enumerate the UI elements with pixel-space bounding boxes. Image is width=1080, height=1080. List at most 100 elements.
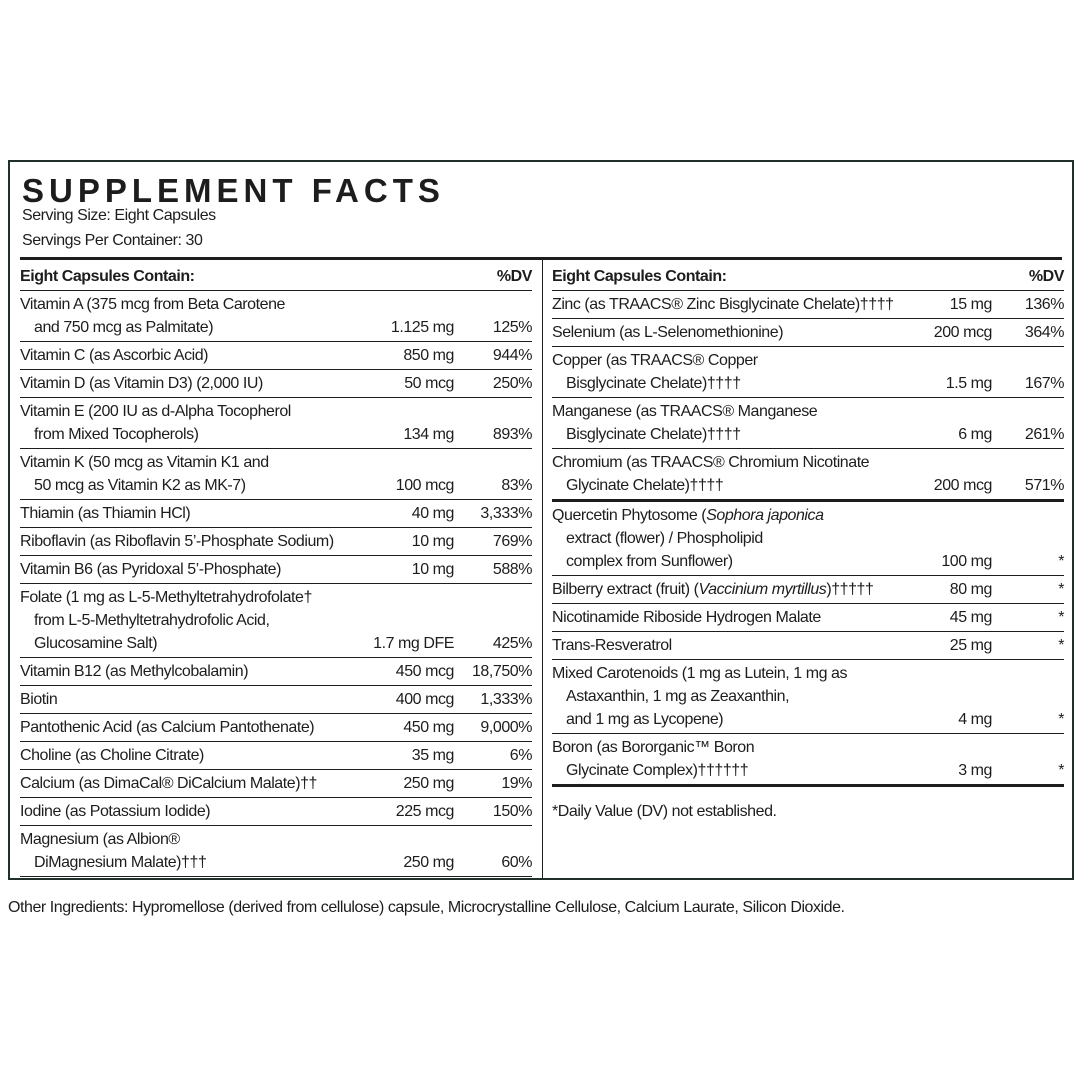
name-line: Nicotinamide Riboside Hydrogen Malate — [552, 609, 821, 626]
name-line: Vitamin B12 (as Methylcobalamin) — [20, 663, 249, 680]
daily-value: 364% — [1024, 324, 1065, 341]
name-line: Vitamin E (200 IU as d-Alpha Tocopherol — [20, 403, 291, 420]
name-line: Vitamin C (as Ascorbic Acid) — [20, 347, 209, 364]
daily-value: 136% — [1024, 296, 1065, 313]
daily-value: 83% — [501, 477, 532, 494]
name-text: )††††† — [826, 581, 874, 598]
name-line: Magnesium (as Albion® — [20, 831, 180, 848]
daily-value: * — [1058, 581, 1064, 598]
name-line: and 1 mg as Lycopene) — [566, 711, 724, 728]
divider — [20, 257, 1062, 260]
amount: 134 mg — [403, 426, 454, 443]
amount: 450 mg — [403, 719, 454, 736]
nutrient-row: Vitamin D (as Vitamin D3) (2,000 IU) 50 m… — [20, 370, 532, 398]
daily-value: 588% — [492, 561, 533, 578]
nutrient-name: Folate (1 mg as L-5-Methyltetrahydrofola… — [20, 586, 364, 655]
name-line: Riboflavin (as Riboflavin 5’-Phosphate S… — [20, 533, 334, 550]
name-line: Zinc (as TRAACS® Zinc Bisglycinate Chela… — [552, 296, 894, 313]
nutrient-row: Calcium (as DimaCal® DiCalcium Malate)††… — [20, 770, 532, 798]
nutrient-row: Bilberry extract (fruit) (Vaccinium myrt… — [552, 576, 1064, 604]
nutrient-row: Quercetin Phytosome (Sophora japonica ext… — [552, 502, 1064, 576]
amount: 1.7 mg DFE — [373, 635, 454, 652]
other-ingredients: Other Ingredients: Hypromellose (derived… — [8, 899, 845, 916]
nutrient-row: Iodine (as Potassium Iodide) 225 mcg 150% — [20, 798, 532, 826]
nutrient-name: Zinc (as TRAACS® Zinc Bisglycinate Chela… — [552, 293, 896, 316]
right-column: Eight Capsules Contain: %DV Zinc (as TRAAC… — [552, 260, 1064, 821]
amount: 1.125 mg — [390, 319, 455, 336]
daily-value: * — [1058, 637, 1064, 654]
nutrient-name: Riboflavin (as Riboflavin 5’-Phosphate S… — [20, 530, 364, 553]
name-line: Copper (as TRAACS® Copper — [552, 352, 758, 369]
nutrient-row: Zinc (as TRAACS® Zinc Bisglycinate Chela… — [552, 291, 1064, 319]
nutrient-row: Copper (as TRAACS® Copper Bisglycinate Ch… — [552, 347, 1064, 398]
nutrient-row: Thiamin (as Thiamin HCl) 40 mg 3,333% — [20, 500, 532, 528]
name-line: from Mixed Tocopherols) — [34, 426, 199, 443]
nutrient-name: Calcium (as DimaCal® DiCalcium Malate)†† — [20, 772, 364, 795]
name-line: Bilberry extract (fruit) (Vaccinium myrt… — [552, 578, 896, 601]
amount: 45 mg — [949, 609, 993, 626]
nutrient-name: Boron (as Bororganic™ Boron Glycinate Com… — [552, 736, 896, 782]
nutrient-name: Copper (as TRAACS® Copper Bisglycinate Ch… — [552, 349, 896, 395]
daily-value: 60% — [501, 854, 532, 871]
name-line: Manganese (as TRAACS® Manganese — [552, 403, 818, 420]
name-line: DiMagnesium Malate)††† — [34, 854, 207, 871]
table-header: Eight Capsules Contain: %DV — [20, 260, 532, 291]
column-header: %DV — [1028, 268, 1065, 285]
amount: 225 mcg — [395, 803, 455, 820]
name-line: Glucosamine Salt) — [34, 635, 158, 652]
nutrient-row: Choline (as Choline Citrate) 35 mg 6% — [20, 742, 532, 770]
column-header: Eight Capsules Contain: — [552, 268, 727, 285]
name-line: Calcium (as DimaCal® DiCalcium Malate)†† — [20, 775, 317, 792]
left-column: Eight Capsules Contain: %DV Vitamin A (375… — [20, 260, 532, 877]
nutrient-row: Vitamin B6 (as Pyridoxal 5’-Phosphate) 10… — [20, 556, 532, 584]
nutrient-name: Mixed Carotenoids (1 mg as Lutein, 1 mg … — [552, 662, 896, 731]
name-line: complex from Sunflower) — [566, 553, 733, 570]
amount: 6 mg — [958, 426, 992, 443]
amount: 400 mcg — [395, 691, 455, 708]
amount: 250 mg — [403, 854, 454, 871]
daily-value: 571% — [1024, 477, 1065, 494]
amount: 40 mg — [411, 505, 455, 522]
nutrient-name: Vitamin E (200 IU as d-Alpha Tocopherol f… — [20, 400, 364, 446]
amount: 25 mg — [949, 637, 993, 654]
nutrient-name: Magnesium (as Albion® DiMagnesium Malate)… — [20, 828, 364, 874]
nutrient-row: Mixed Carotenoids (1 mg as Lutein, 1 mg … — [552, 660, 1064, 734]
nutrient-name: Vitamin B6 (as Pyridoxal 5’-Phosphate) — [20, 558, 364, 581]
name-line: Bisglycinate Chelate)†††† — [566, 426, 741, 443]
nutrient-row: Selenium (as L-Selenomethionine) 200 mcg 3… — [552, 319, 1064, 347]
nutrient-row: Nicotinamide Riboside Hydrogen Malate 45 … — [552, 604, 1064, 632]
nutrient-name: Selenium (as L-Selenomethionine) — [552, 321, 896, 344]
name-line: Bisglycinate Chelate)†††† — [566, 375, 741, 392]
name-line: Glycinate Complex)†††††† — [566, 762, 749, 779]
nutrient-name: Vitamin D (as Vitamin D3) (2,000 IU) — [20, 372, 364, 395]
daily-value: 3,333% — [480, 505, 532, 522]
name-line: and 750 mcg as Palmitate) — [34, 319, 214, 336]
daily-value: 9,000% — [480, 719, 532, 736]
name-line: Mixed Carotenoids (1 mg as Lutein, 1 mg … — [552, 665, 848, 682]
nutrient-row: Vitamin K (50 mcg as Vitamin K1 and 50 mc… — [20, 449, 532, 500]
daily-value: * — [1058, 553, 1064, 570]
name-text: Bilberry extract (fruit) ( — [552, 581, 699, 598]
nutrient-row: Chromium (as TRAACS® Chromium Nicotinate… — [552, 449, 1064, 502]
nutrient-name: Trans-Resveratrol — [552, 634, 896, 657]
table-header: Eight Capsules Contain: %DV — [552, 260, 1064, 291]
name-line: Vitamin K (50 mcg as Vitamin K1 and — [20, 454, 269, 471]
nutrient-row: Manganese (as TRAACS® Manganese Bisglycin… — [552, 398, 1064, 449]
name-line: Choline (as Choline Citrate) — [20, 747, 204, 764]
nutrient-name: Thiamin (as Thiamin HCl) — [20, 502, 364, 525]
servings-per-container: Servings Per Container: 30 — [22, 232, 203, 249]
daily-value: 261% — [1024, 426, 1065, 443]
name-line: Glycinate Chelate)†††† — [566, 477, 724, 494]
amount: 10 mg — [411, 533, 455, 550]
daily-value: 125% — [492, 319, 533, 336]
amount: 850 mg — [403, 347, 454, 364]
name-line: Selenium (as L-Selenomethionine) — [552, 324, 784, 341]
latin-name: Vaccinium myrtillus — [698, 581, 827, 598]
latin-name: Sophora japonica — [706, 507, 824, 524]
serving-size: Serving Size: Eight Capsules — [22, 207, 216, 224]
amount: 100 mcg — [395, 477, 455, 494]
name-line: Vitamin B6 (as Pyridoxal 5’-Phosphate) — [20, 561, 281, 578]
daily-value: 944% — [492, 347, 533, 364]
name-line: 50 mcg as Vitamin K2 as MK-7) — [34, 477, 246, 494]
